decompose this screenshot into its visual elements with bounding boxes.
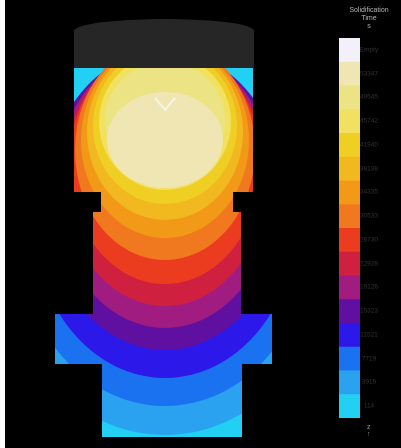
legend-label: 26730 [359,236,379,244]
legend-swatch [339,323,360,348]
legend-swatch [339,133,360,158]
legend-title: Solidification Time s [338,7,400,31]
legend-label: 7719 [361,355,377,363]
legend-label: Empty [359,46,379,54]
riser-top [74,19,254,68]
casting-contour-plot[interactable] [5,0,401,448]
legend-label: 34335 [359,188,379,196]
legend-swatch [339,251,360,276]
legend-label: 114 [363,402,375,410]
legend-swatch [339,156,360,181]
legend-swatch [339,38,360,63]
legend-label: 45742 [359,117,379,125]
axis-orientation-icon: z ↑ [367,424,371,438]
legend-label: 11521 [360,331,378,339]
legend-swatch [339,180,360,205]
simulation-viewport[interactable]: Solidification Time s Empty 53347 49545 457… [5,0,401,448]
legend-title-line: s [367,23,371,30]
legend-swatch [339,85,360,110]
legend-label: 19126 [359,283,379,291]
axis-arrow-icon: ↑ [367,431,371,438]
legend-label: 15323 [359,307,379,315]
legend-swatch [339,394,360,418]
legend-label: 3916 [361,378,377,386]
legend-title-line: Time [361,15,377,22]
legend-title-line: Solidification [349,7,389,14]
legend-labels: Empty 53347 49545 45742 41940 38138 34335 30533… [347,38,391,418]
legend-label: 30533 [359,212,379,220]
legend-swatch [339,346,360,371]
legend-swatch [339,228,360,253]
legend-swatch [339,275,360,300]
legend-swatch [339,370,360,395]
legend-swatch [339,299,360,324]
legend-swatch [339,61,360,86]
legend-label: 53347 [359,70,379,78]
legend-swatch [339,109,360,134]
legend-label: 41940 [359,141,379,149]
axis-label: z [367,424,371,431]
legend-color-bar [339,38,360,418]
legend-swatch [339,204,360,229]
legend-label: 49545 [359,93,379,101]
legend-label: 22928 [359,260,379,268]
legend-label: 38138 [359,165,379,173]
contour-bands [55,68,272,437]
